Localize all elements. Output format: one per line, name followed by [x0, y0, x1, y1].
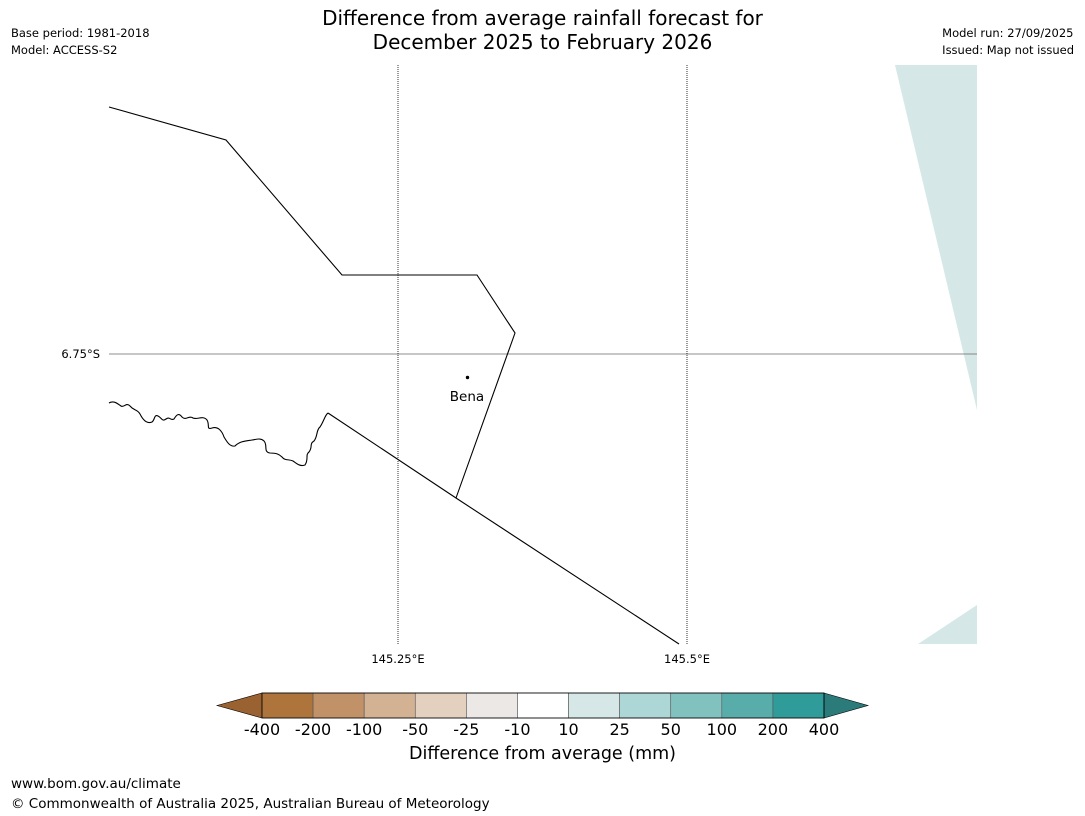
- colorbar-tick-label: -200: [295, 720, 331, 739]
- colorbar-extension-low: [215, 692, 263, 719]
- colorbar-cell: [261, 692, 314, 719]
- latitude-label: 6.75°S: [61, 347, 100, 361]
- town-marker[interactable]: [465, 375, 470, 380]
- province-boundary: [108, 106, 516, 499]
- title-line-1: Difference from average rainfall forecas…: [322, 6, 763, 30]
- colorbar-cell: [517, 692, 569, 719]
- colorbar-tick-label: -10: [504, 720, 530, 739]
- province-boundary: [327, 412, 680, 645]
- colorbar-tick-label: 10: [558, 720, 578, 739]
- copyright-text: © Commonwealth of Australia 2025, Austra…: [11, 796, 490, 812]
- colorbar-tick-label: -400: [244, 720, 280, 739]
- river-line: [108, 401, 329, 467]
- website-link[interactable]: www.bom.gov.au/climate: [11, 776, 181, 792]
- title-line-2: December 2025 to February 2026: [372, 30, 713, 54]
- colorbar-outline: [261, 692, 825, 719]
- town-label: Bena: [450, 389, 484, 405]
- colorbar: -400 -200 -100 -50 -25 -10 10 25 50 100 200 400: [215, 692, 870, 739]
- footer: www.bom.gov.au/climate © Commonwealth of…: [11, 774, 490, 814]
- colorbar-cell: [619, 692, 672, 719]
- colorbar-cell: [721, 692, 774, 719]
- model-run-text: Model run: 27/09/2025: [942, 26, 1074, 40]
- colorbar-cell: [466, 692, 518, 719]
- longitude-label: 145.5°E: [664, 652, 710, 666]
- colorbar-tick-label: 400: [809, 720, 840, 739]
- colorbar-tick-label: 25: [609, 720, 629, 739]
- metadata-right: Model run: 27/09/2025 Issued: Map not is…: [942, 25, 1074, 59]
- map-title: Difference from average rainfall forecas…: [0, 6, 1085, 54]
- colorbar-title: Difference from average (mm): [408, 744, 677, 764]
- colorbar-tick-label: 200: [758, 720, 789, 739]
- colorbar-cell: [312, 692, 365, 719]
- model-text: Model: ACCESS-S2: [11, 43, 118, 57]
- colorbar-cell: [363, 692, 416, 719]
- colorbar-cell: [568, 692, 620, 719]
- colorbar-tick-label: -25: [453, 720, 479, 739]
- longitude-label: 145.25°E: [371, 652, 424, 666]
- colorbar-extension-high: [823, 692, 870, 719]
- metadata-left: Base period: 1981-2018 Model: ACCESS-S2: [11, 25, 150, 59]
- colorbar-tick-label: 100: [707, 720, 738, 739]
- base-period-text: Base period: 1981-2018: [11, 26, 150, 40]
- colorbar-cell: [414, 692, 467, 719]
- colorbar-tick-label: -50: [402, 720, 428, 739]
- colorbar-cell: [772, 692, 825, 719]
- colorbar-cell: [670, 692, 723, 719]
- forecast-shading-north: [895, 65, 977, 410]
- colorbar-tick-label: 50: [661, 720, 681, 739]
- issued-text: Issued: Map not issued: [942, 43, 1074, 57]
- colorbar-tick-label: -100: [346, 720, 382, 739]
- forecast-shading-south: [918, 605, 977, 644]
